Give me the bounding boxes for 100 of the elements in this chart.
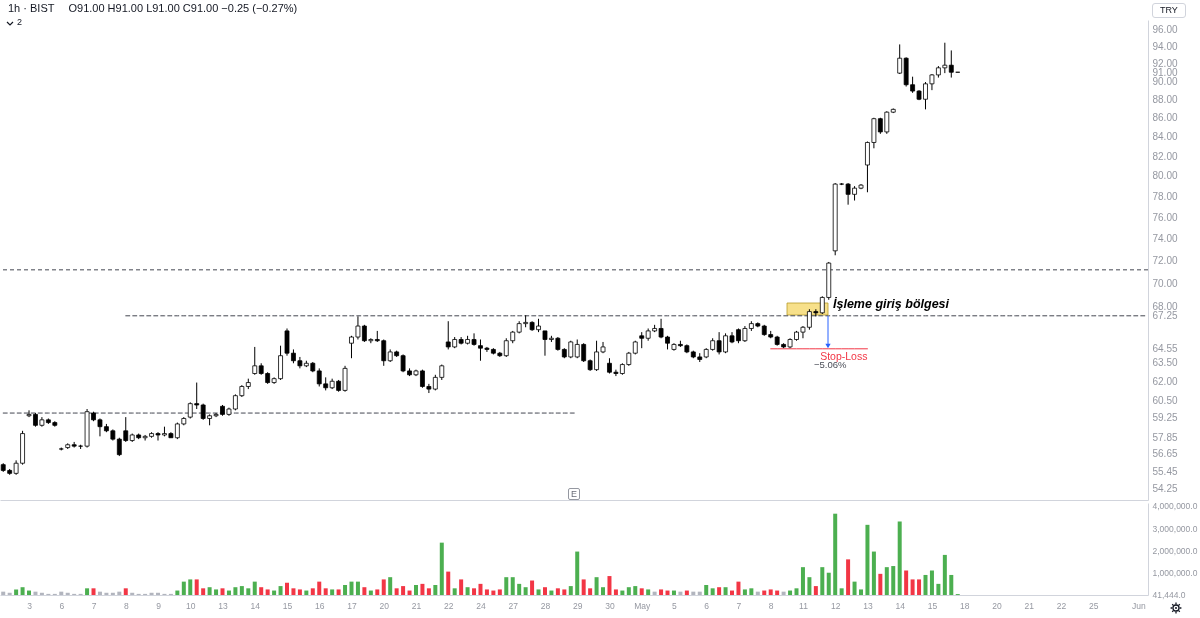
- bar: [1, 591, 6, 595]
- y-tick-label: 55.45: [1152, 465, 1178, 477]
- bar: [85, 588, 90, 595]
- bar: [878, 573, 883, 595]
- bar: [97, 591, 102, 595]
- bar: [800, 567, 805, 595]
- x-tick-label: 7: [91, 600, 97, 611]
- annotation: E: [568, 488, 580, 500]
- bar: [323, 588, 328, 595]
- x-tick-label: 30: [605, 600, 615, 611]
- bar: [252, 581, 257, 595]
- bar: [33, 591, 38, 595]
- bar: [813, 586, 818, 595]
- y-tick-label: 82.00: [1152, 150, 1178, 162]
- bar: [929, 570, 934, 595]
- bar: [697, 591, 702, 595]
- x-tick-label: 21: [411, 600, 422, 611]
- y-tick-label: 64.55: [1152, 343, 1178, 355]
- bar: [852, 581, 857, 595]
- y-tick-label: 63.50: [1152, 356, 1178, 368]
- bar: [891, 566, 896, 595]
- bar: [923, 574, 928, 595]
- y-tick-label: 86.00: [1152, 112, 1178, 124]
- x-tick-label: 6: [59, 600, 65, 611]
- bar: [646, 589, 651, 595]
- x-tick-label: 13: [863, 600, 873, 611]
- text: TRY: [1152, 3, 1186, 18]
- chart-title: 1h · BIST: [8, 2, 55, 14]
- bar: [639, 588, 644, 595]
- bar: [388, 577, 393, 595]
- x-tick-label: 18: [959, 600, 970, 611]
- bar: [233, 587, 238, 595]
- bar: [936, 583, 941, 595]
- bar: [123, 588, 128, 595]
- bar: [504, 577, 509, 595]
- bar: [910, 579, 915, 595]
- bar: [343, 584, 348, 595]
- bar: [884, 567, 889, 595]
- bar: [601, 587, 606, 595]
- x-tick-label: 10: [186, 600, 196, 611]
- bar: [710, 588, 715, 595]
- y-tick-label: 2,000,000.0: [1152, 545, 1198, 556]
- bar: [917, 579, 922, 595]
- x-tick-label: 14: [250, 600, 261, 611]
- y-tick-label: 70.00: [1152, 278, 1178, 290]
- candlestick: [252, 346, 258, 376]
- x-tick-label: 20: [379, 600, 390, 611]
- y-tick-label: 68.00: [1152, 301, 1178, 313]
- chart-subtitle: O91.00 H91.00 L91.00 C91.00 −0.25 (−0.27%): [68, 2, 298, 14]
- y-tick-label: 72.00: [1152, 255, 1178, 267]
- bar: [652, 591, 657, 595]
- y-tick-label: 41,444.0: [1152, 589, 1186, 600]
- bar: [394, 588, 399, 595]
- bar: [510, 577, 515, 595]
- y-tick-label: 59.25: [1152, 412, 1178, 424]
- bar: [265, 589, 270, 595]
- x-tick-label: 15: [927, 600, 938, 611]
- bar: [826, 572, 831, 595]
- bar: [794, 588, 799, 595]
- bar: [201, 588, 206, 595]
- annotation: 2: [17, 17, 23, 28]
- bar: [291, 588, 296, 595]
- bar: [871, 551, 876, 595]
- y-tick-label: 92.00: [1152, 57, 1178, 69]
- bar: [484, 589, 489, 595]
- x-tick-label: 11: [799, 600, 809, 611]
- bar: [336, 589, 341, 595]
- bar: [239, 586, 244, 595]
- bar: [736, 581, 741, 595]
- y-tick-label: 1,000,000.0: [1152, 568, 1198, 579]
- bar: [310, 588, 315, 595]
- x-tick-label: Jun: [1131, 600, 1146, 611]
- bar: [207, 587, 212, 595]
- x-tick-label: 22: [444, 600, 454, 611]
- bar: [181, 581, 186, 595]
- bar: [820, 567, 825, 595]
- bar: [497, 589, 502, 595]
- x-tick-label: 12: [830, 600, 841, 611]
- bar: [588, 588, 593, 595]
- x-tick-label: 17: [347, 600, 357, 611]
- bar: [355, 581, 360, 595]
- bar: [568, 586, 573, 595]
- bar: [362, 587, 367, 595]
- y-tick-label: 96.00: [1152, 23, 1178, 35]
- bar: [633, 586, 638, 595]
- y-tick-label: 60.50: [1152, 395, 1178, 407]
- bar: [297, 589, 302, 595]
- bar: [768, 589, 773, 595]
- bar: [452, 588, 457, 595]
- bar: [839, 588, 844, 595]
- bar: [317, 581, 322, 595]
- bar: [742, 589, 747, 595]
- y-tick-label: 76.00: [1152, 211, 1178, 223]
- bar: [749, 588, 754, 595]
- x-tick-label: 13: [218, 600, 228, 611]
- y-tick-label: 62.00: [1152, 375, 1178, 387]
- bar: [807, 577, 812, 595]
- bar: [459, 579, 464, 595]
- bar: [220, 588, 225, 595]
- x-tick-label: 21: [1024, 600, 1035, 611]
